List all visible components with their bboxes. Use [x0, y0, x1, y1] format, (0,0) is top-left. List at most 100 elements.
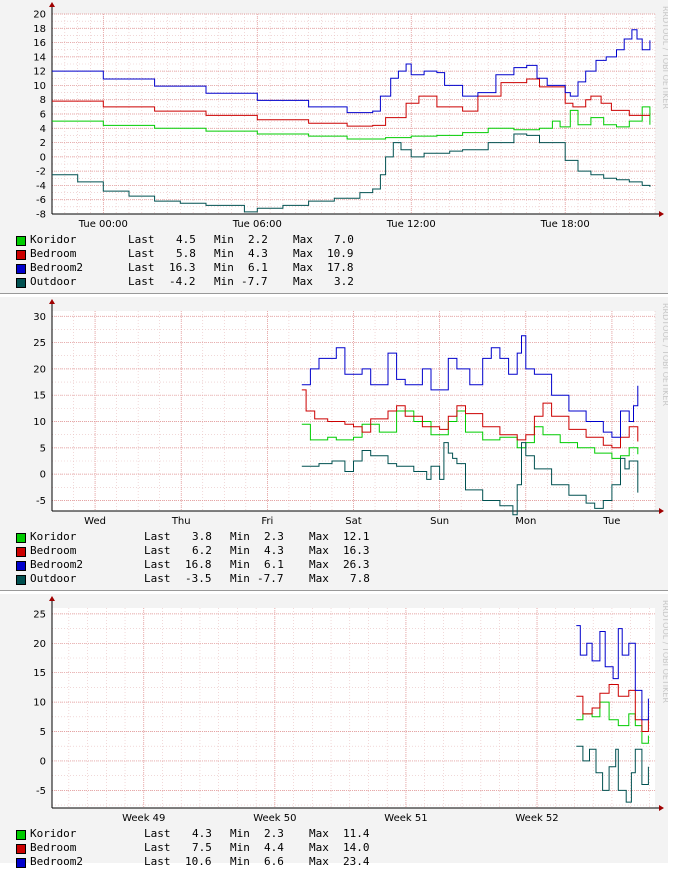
legend-max-label: Max: [309, 841, 329, 854]
legend-max-value: 17.8: [327, 261, 354, 274]
legend-swatch-bedroom: [16, 250, 26, 260]
legend-max-value: 10.9: [327, 247, 354, 260]
legend-max-value: 23.4: [343, 855, 370, 868]
legend-last-label: Last: [144, 827, 171, 840]
legend-max-value: 7.0: [334, 233, 354, 246]
y-axis-arrow: [49, 2, 55, 7]
x-tick-label: Tue: [602, 516, 620, 527]
y-axis-arrow: [49, 596, 55, 601]
x-tick-label: Mon: [515, 516, 536, 527]
legend-min-label: Min: [230, 855, 250, 868]
legend-min-label: Min: [214, 233, 234, 246]
y-tick-label: 12: [33, 67, 46, 78]
legend-min-label: Min: [230, 530, 250, 543]
legend-max-label: Max: [293, 261, 313, 274]
legend-last-value: 16.3: [169, 261, 196, 274]
y-tick-label: 8: [40, 95, 46, 106]
series-line-bedroom: [52, 78, 650, 127]
y-tick-label: 14: [33, 52, 46, 63]
y-tick-label: 5: [40, 443, 46, 454]
y-tick-label: -5: [36, 786, 46, 797]
legend-min-value: 4.3: [264, 544, 284, 557]
legend-series-name: Koridor: [30, 827, 77, 840]
y-tick-label: 20: [33, 364, 46, 375]
rrdtool-watermark: RRDTOOL / TOBI OETIKER: [661, 6, 668, 109]
legend-min-label: Min: [230, 544, 250, 557]
x-axis-arrow: [659, 805, 664, 811]
x-tick-label: Tue 12:00: [386, 219, 436, 230]
legend-max-value: 11.4: [343, 827, 370, 840]
y-tick-label: 16: [33, 38, 46, 49]
legend-min-label: Min: [230, 841, 250, 854]
y-tick-label: 25: [33, 338, 46, 349]
legend-swatch-bedroom: [16, 844, 26, 854]
legend-max-value: 3.2: [334, 275, 354, 288]
legend-min-value: 2.3: [264, 827, 284, 840]
y-tick-label: -5: [36, 496, 46, 507]
legend-last-label: Last: [144, 530, 171, 543]
y-tick-label: -8: [36, 210, 46, 221]
legend-min-label: Min: [230, 572, 250, 585]
legend-min-value: 4.4: [264, 841, 284, 854]
x-tick-label: Fri: [261, 516, 273, 527]
legend-series-name: Koridor: [30, 530, 77, 543]
legend-min-value: 2.3: [264, 530, 284, 543]
y-tick-label: 25: [33, 609, 46, 620]
x-tick-label: Tue 00:00: [78, 219, 128, 230]
chart-panel-day: -8 -6 -4 -2 0 2 4 6 8 10 12 14 16 18 20 Tue 00:00 Tue 06…: [0, 0, 668, 294]
legend-swatch-koridor: [16, 533, 26, 543]
legend-last-value: 6.2: [192, 544, 212, 557]
legend-min-label: Min: [230, 827, 250, 840]
x-axis-arrow: [659, 211, 664, 217]
x-tick-label: Tue 06:00: [232, 219, 282, 230]
legend-series-name: Outdoor: [30, 275, 77, 288]
y-tick-label: 10: [33, 81, 46, 92]
chart-day: -8 -6 -4 -2 0 2 4 6 8 10 12 14 16 18 20 Tue 00:00 Tue 06…: [33, 2, 668, 230]
x-tick-label: Sat: [345, 516, 361, 527]
x-tick-label: Week 49: [122, 813, 165, 824]
x-axis-arrow: [659, 508, 664, 514]
y-tick-label: 20: [33, 10, 46, 21]
legend-swatch-bedroom2: [16, 264, 26, 274]
legend-swatch-bedroom2: [16, 561, 26, 571]
series-line-koridor: [52, 106, 651, 140]
y-tick-label: 6: [40, 110, 46, 121]
chart-panel-month: -5 0 5 10 15 20 25 Week 49 Week 50 Week 51 Week 52…: [0, 594, 668, 868]
x-tick-label: Tue 18:00: [540, 219, 590, 230]
legend-max-value: 7.8: [350, 572, 370, 585]
series-line-outdoor: [301, 442, 639, 516]
legend-last-value: 7.5: [192, 841, 212, 854]
legend-max-label: Max: [309, 544, 329, 557]
legend-max-label: Max: [309, 855, 329, 868]
grid: [52, 608, 655, 808]
chart-week: -5 0 5 10 15 20 25 30 Wed Thu Fri Sat Sun Mon Tue RRDTO…: [33, 299, 668, 527]
y-tick-label: 2: [40, 138, 46, 149]
legend-last-value: 5.8: [176, 247, 196, 260]
legend-min-value: -7.7: [257, 572, 284, 585]
legend-swatch-koridor: [16, 830, 26, 840]
legend-max-label: Max: [293, 247, 313, 260]
legend-max-label: Max: [309, 558, 329, 571]
y-tick-label: 15: [33, 668, 46, 679]
legend-max-value: 14.0: [343, 841, 370, 854]
legend-swatch-bedroom: [16, 547, 26, 557]
series-line-koridor: [301, 410, 639, 459]
legend-last-label: Last: [128, 247, 155, 260]
legend-series-name: Koridor: [30, 233, 77, 246]
legend-last-label: Last: [128, 261, 155, 274]
rrdtool-watermark: RRDTOOL / TOBI OETIKER: [661, 600, 668, 703]
legend-max-label: Max: [309, 572, 329, 585]
legend-last-value: 4.5: [176, 233, 196, 246]
chart-month: -5 0 5 10 15 20 25 Week 49 Week 50 Week 51 Week 52…: [33, 596, 668, 824]
legend-last-value: 16.8: [185, 558, 212, 571]
legend-series-name: Bedroom2: [30, 558, 83, 571]
legend-max-value: 12.1: [343, 530, 370, 543]
y-tick-label: 0: [40, 152, 46, 163]
legend-last-label: Last: [144, 558, 171, 571]
y-tick-label: 10: [33, 698, 46, 709]
legend-min-value: 2.2: [248, 233, 268, 246]
legend-min-value: 4.3: [248, 247, 268, 260]
y-tick-label: 4: [40, 124, 46, 135]
legend-swatch-bedroom2: [16, 858, 26, 868]
chart-panel-week: -5 0 5 10 15 20 25 30 Wed Thu Fri Sat Sun Mon Tue RRDTO…: [0, 297, 668, 591]
